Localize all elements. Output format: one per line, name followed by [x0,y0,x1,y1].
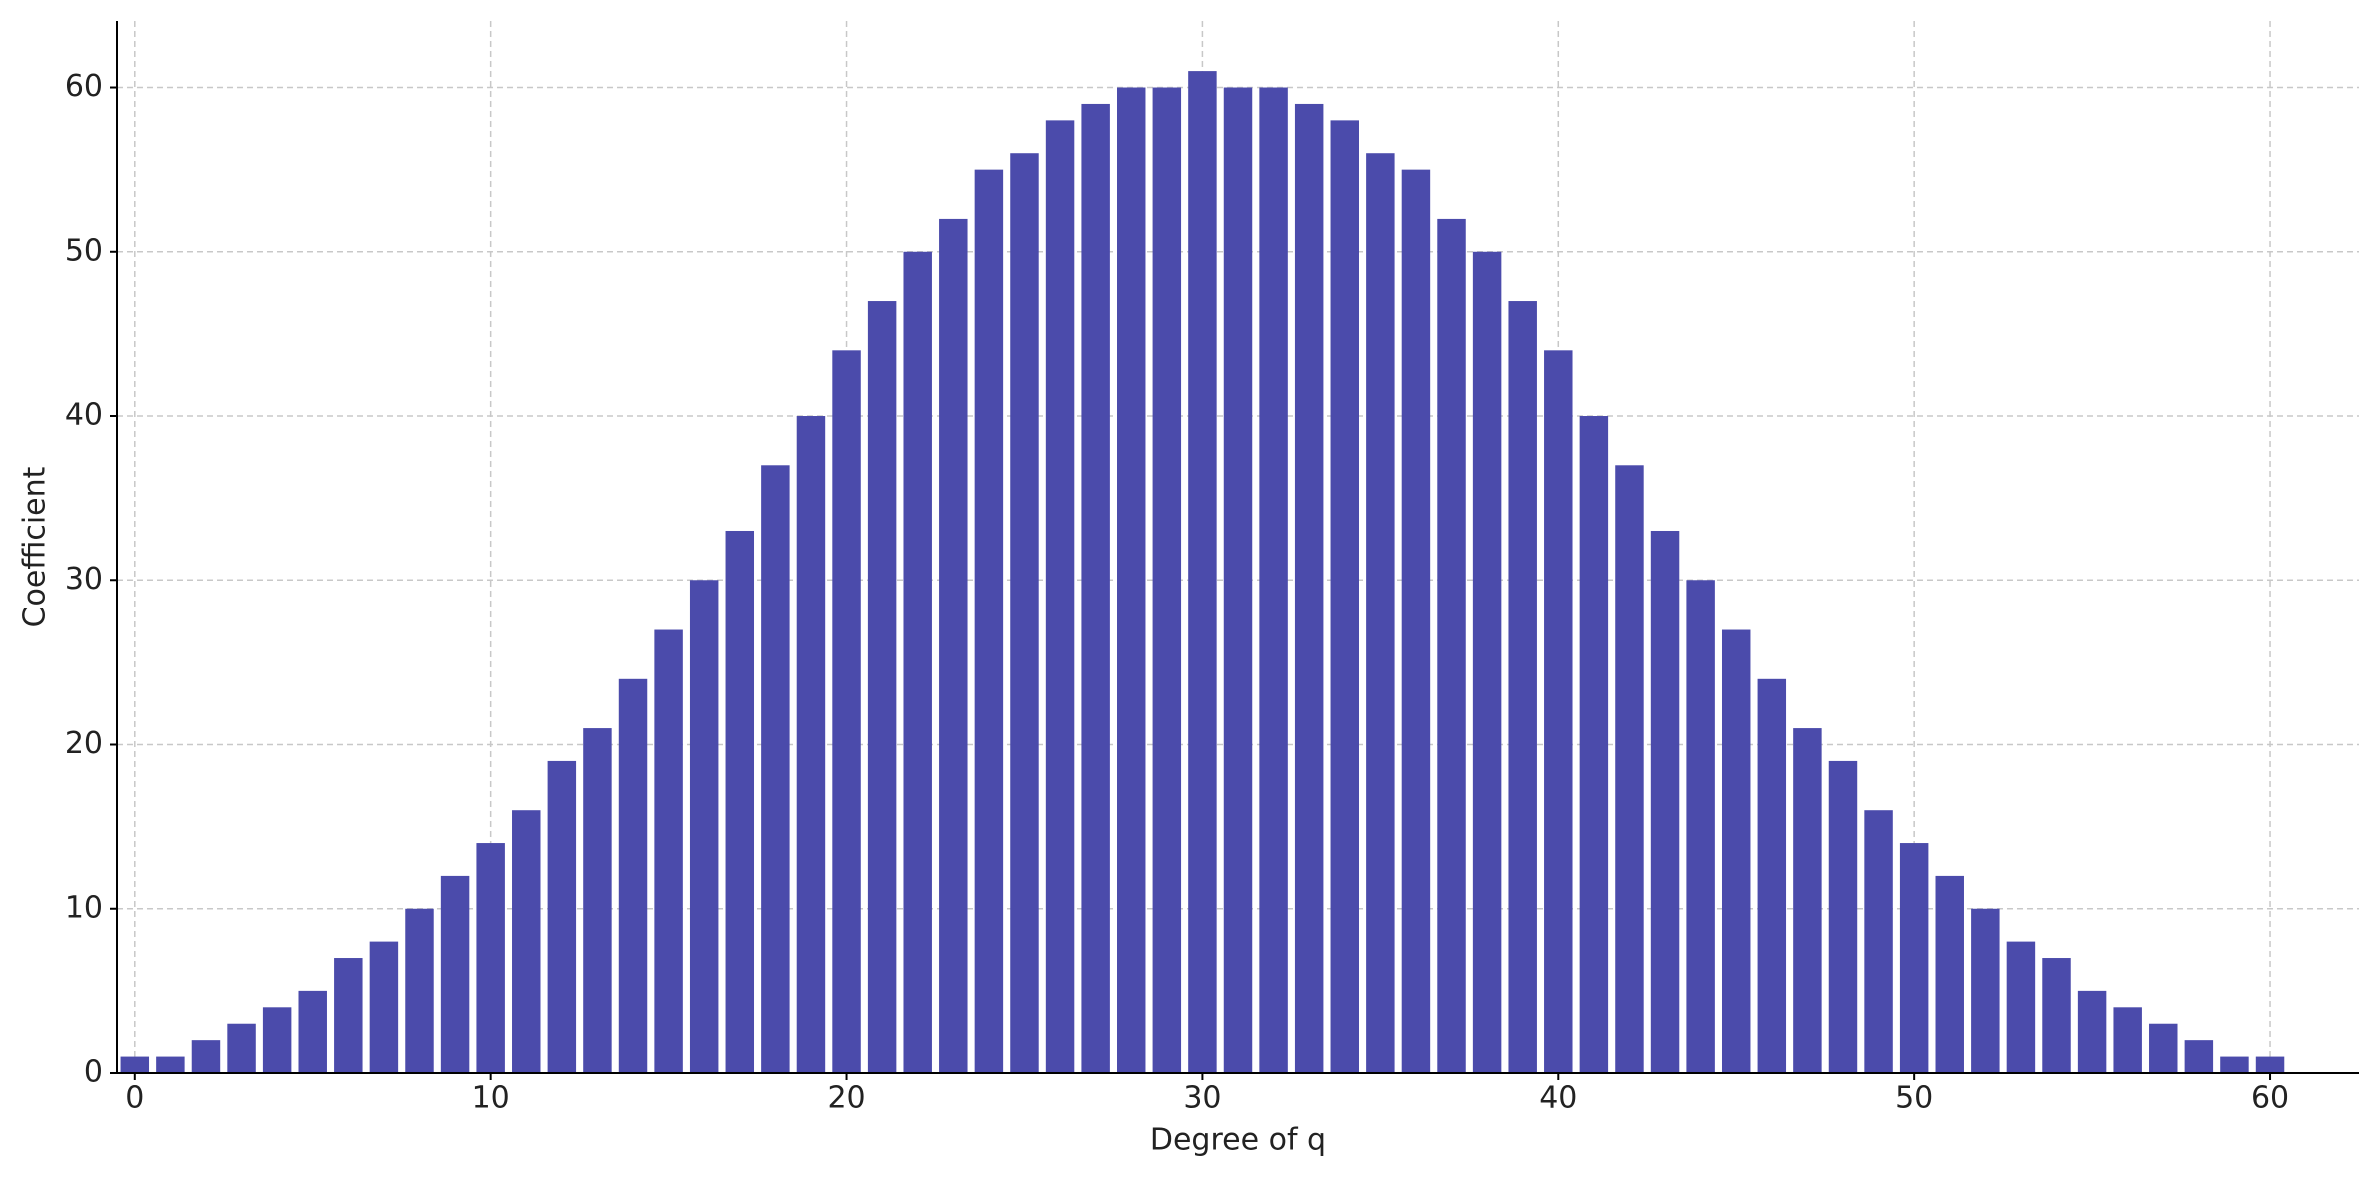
bar [476,843,505,1073]
x-axis-label: Degree of q [1150,1123,1326,1158]
x-tick-label: 50 [1895,1081,1933,1116]
x-tick-label: 30 [1183,1081,1221,1116]
bar [191,1040,221,1073]
bar [2184,1040,2214,1073]
y-tick-label: 40 [65,398,103,433]
bar [2220,1056,2249,1073]
bar [1971,908,2000,1073]
bar [1366,153,1395,1074]
bar [689,580,719,1073]
bar [939,218,968,1074]
bar [1010,153,1039,1074]
bar [1899,843,1929,1073]
bar [440,875,470,1073]
bar [1081,103,1110,1073]
bar [1401,169,1431,1073]
bar [2113,1007,2142,1073]
bar [1935,875,1964,1073]
y-tick-label: 0 [84,1055,103,1090]
y-axis-label: Coefficient [18,466,53,627]
bar [1259,87,1288,1074]
bar [1294,103,1324,1073]
bar [1330,120,1359,1073]
bar [369,941,399,1073]
bar [1757,678,1787,1073]
bar [974,169,1004,1073]
bar [1828,760,1858,1073]
bar [1188,71,1217,1074]
bar [1650,530,1680,1073]
bar [298,990,327,1073]
y-tick-label: 60 [65,69,103,104]
bar [227,1023,256,1073]
bar [120,1056,150,1073]
bar [761,465,790,1074]
x-tick-label: 60 [2251,1081,2289,1116]
bar [1579,416,1609,1073]
bar [903,251,932,1073]
y-tick-label: 50 [65,233,103,268]
bar [2042,958,2071,1073]
bar [1544,350,1573,1074]
bar [1223,87,1253,1074]
x-tick-label: 40 [1539,1081,1577,1116]
bar [2006,941,2036,1073]
bar [1152,87,1182,1074]
bar [1615,465,1644,1074]
bar [2077,990,2107,1073]
bar [547,760,577,1073]
bar [262,1007,292,1073]
bar [583,728,612,1073]
bar [1045,120,1075,1073]
bar [334,958,363,1073]
y-tick-label: 30 [65,562,103,597]
x-tick-label: 10 [472,1081,510,1116]
bar [654,629,683,1073]
bar [1864,810,1893,1073]
bar [512,810,541,1073]
bar [2255,1056,2285,1073]
bar [832,350,861,1074]
bar [796,416,826,1073]
x-tick-label: 20 [827,1081,865,1116]
y-tick-label: 20 [65,726,103,761]
bar [1721,629,1751,1073]
bar [1686,580,1715,1073]
y-tick-label: 10 [65,890,103,925]
x-tick-label: 0 [125,1081,144,1116]
bar [1117,87,1146,1074]
bar [1793,728,1822,1073]
bar [618,678,648,1073]
bar [1437,218,1466,1074]
bar [867,301,897,1073]
bar [725,530,755,1073]
bar [405,908,434,1073]
bar [156,1056,185,1073]
bar [1472,251,1502,1073]
bar [1508,301,1537,1073]
bar [2149,1023,2178,1073]
